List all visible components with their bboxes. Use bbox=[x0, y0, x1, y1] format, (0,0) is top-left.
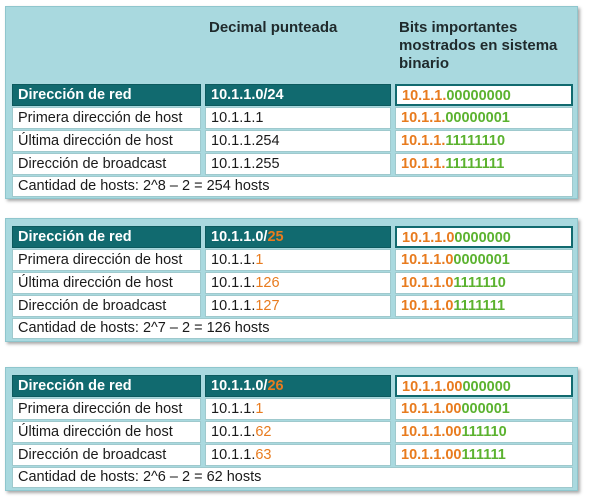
row-label: Dirección de red bbox=[12, 375, 201, 397]
binary-bits: 10.1.1.00000001 bbox=[395, 398, 573, 420]
header-binary-line2: mostrados en sistema bbox=[399, 37, 558, 54]
row-label: Primera dirección de host bbox=[12, 107, 201, 129]
subnet-table-24: Decimal punteada Bits importantes mostra… bbox=[5, 6, 578, 199]
binary-bits: 10.1.1.00000000 bbox=[395, 226, 573, 248]
dotted-decimal: 10.1.1.0/26 bbox=[205, 375, 391, 397]
dotted-decimal: 10.1.1.63 bbox=[205, 444, 391, 466]
row-label: Dirección de red bbox=[12, 84, 201, 106]
subnet-table-26: Dirección de red 10.1.1.0/26 10.1.1.0000… bbox=[5, 367, 578, 491]
dotted-decimal: 10.1.1.254 bbox=[205, 130, 391, 152]
row-label: Última dirección de host bbox=[12, 421, 201, 443]
host-count: Cantidad de hosts: 2^6 – 2 = 62 hosts bbox=[12, 467, 573, 488]
binary-bits: 10.1.1.00000001 bbox=[395, 107, 573, 129]
dotted-decimal: 10.1.1.1 bbox=[205, 398, 391, 420]
binary-bits: 10.1.1.00000000 bbox=[395, 84, 573, 106]
binary-bits: 10.1.1.00000000 bbox=[395, 375, 573, 397]
row-label: Primera dirección de host bbox=[12, 398, 201, 420]
binary-bits: 10.1.1.11111111 bbox=[395, 153, 573, 175]
dotted-decimal: 10.1.1.0/25 bbox=[205, 226, 391, 248]
dotted-decimal: 10.1.1.127 bbox=[205, 295, 391, 317]
dotted-decimal: 10.1.1.1 bbox=[205, 249, 391, 271]
binary-bits: 10.1.1.11111110 bbox=[395, 130, 573, 152]
header-binary-line1: Bits importantes bbox=[399, 19, 518, 36]
binary-bits: 10.1.1.00000001 bbox=[395, 249, 573, 271]
dotted-decimal: 10.1.1.255 bbox=[205, 153, 391, 175]
row-label: Dirección de broadcast bbox=[12, 295, 201, 317]
subnet-table-25: Dirección de red 10.1.1.0/25 10.1.1.0000… bbox=[5, 218, 578, 342]
dotted-decimal: 10.1.1.1 bbox=[205, 107, 391, 129]
dotted-decimal: 10.1.1.0/24 bbox=[205, 84, 391, 106]
header-decimal: Decimal punteada bbox=[209, 19, 338, 36]
binary-bits: 10.1.1.01111110 bbox=[395, 272, 573, 294]
header-binary-line3: binario bbox=[399, 55, 450, 72]
row-label: Dirección de broadcast bbox=[12, 153, 201, 175]
row-label: Dirección de broadcast bbox=[12, 444, 201, 466]
row-label: Última dirección de host bbox=[12, 272, 201, 294]
dotted-decimal: 10.1.1.126 bbox=[205, 272, 391, 294]
binary-bits: 10.1.1.00111111 bbox=[395, 444, 573, 466]
row-label: Primera dirección de host bbox=[12, 249, 201, 271]
dotted-decimal: 10.1.1.62 bbox=[205, 421, 391, 443]
row-label: Última dirección de host bbox=[12, 130, 201, 152]
row-label: Dirección de red bbox=[12, 226, 201, 248]
binary-bits: 10.1.1.01111111 bbox=[395, 295, 573, 317]
host-count: Cantidad de hosts: 2^7 – 2 = 126 hosts bbox=[12, 318, 573, 339]
binary-bits: 10.1.1.00111110 bbox=[395, 421, 573, 443]
host-count: Cantidad de hosts: 2^8 – 2 = 254 hosts bbox=[12, 176, 573, 197]
